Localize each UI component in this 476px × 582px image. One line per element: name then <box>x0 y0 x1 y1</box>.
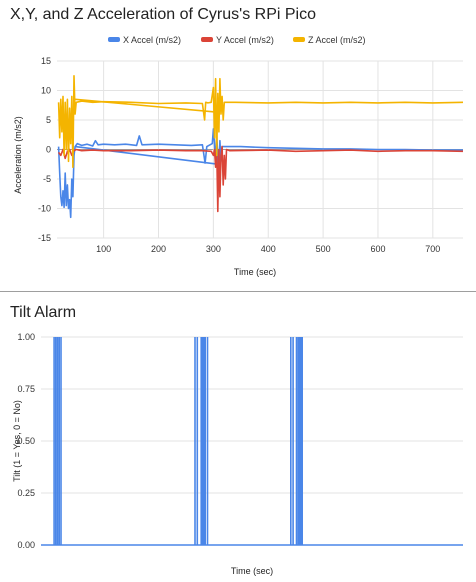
y-tick-label: 1.00 <box>17 332 35 342</box>
x-tick-label: 400 <box>261 244 276 254</box>
series-x-connector <box>75 145 219 166</box>
tilt-series-line <box>41 337 463 546</box>
x-tick-label: 200 <box>151 244 166 254</box>
y-axis-title: Tilt (1 = Yes, 0 = No) <box>12 400 22 482</box>
series-x-line <box>57 128 463 219</box>
legend-swatch-x <box>108 37 120 42</box>
y-axis-title: Acceleration (m/s2) <box>13 116 23 194</box>
y-tick-label: 0.25 <box>17 488 35 498</box>
y-tick-label: 15 <box>41 56 51 66</box>
chart-title: X,Y, and Z Acceleration of Cyrus's RPi P… <box>10 6 317 23</box>
series-lines <box>57 75 464 219</box>
chart-title: Tilt Alarm <box>10 304 77 321</box>
x-tick-label: 100 <box>96 244 111 254</box>
y-tick-label: -5 <box>43 174 51 184</box>
legend-swatch-y <box>201 37 213 42</box>
legend: X Accel (m/s2) Y Accel (m/s2) Z Accel (m… <box>108 35 366 45</box>
x-tick-label: 700 <box>425 244 440 254</box>
tilt-alarm-chart-canvas: 1.00 0.75 0.50 0.25 0.00 Time (sec) Tilt (1 … <box>12 332 463 576</box>
y-tick-label: 0.00 <box>17 540 35 550</box>
x-tick-label: 600 <box>370 244 385 254</box>
y-tick-label: 0.75 <box>17 384 35 394</box>
x-tick-label: 500 <box>316 244 331 254</box>
y-tick-label: 5 <box>46 115 51 125</box>
y-tick-label: 0.50 <box>17 436 35 446</box>
series-z-line <box>57 75 464 168</box>
chart-divider <box>0 291 476 292</box>
x-axis-title: Time (sec) <box>234 267 276 277</box>
acceleration-chart: X,Y, and Z Acceleration of Cyrus's RPi P… <box>0 0 476 290</box>
tilt-alarm-chart: Tilt Alarm 1.00 0.75 0.50 0.25 0.00 Time (se… <box>0 296 476 582</box>
x-tick-label: 300 <box>206 244 221 254</box>
legend-swatch-z <box>293 37 305 42</box>
y-tick-labels: 15 10 5 0 -5 -10 -15 <box>38 56 51 243</box>
grid <box>41 336 463 546</box>
legend-label-z: Z Accel (m/s2) <box>308 35 366 45</box>
series-z-connector <box>75 98 219 114</box>
legend-label-y: Y Accel (m/s2) <box>216 35 274 45</box>
x-tick-labels: 100 200 300 400 500 600 700 <box>96 244 440 254</box>
y-tick-label: -15 <box>38 233 51 243</box>
y-tick-label: 10 <box>41 86 51 96</box>
acceleration-chart-canvas: X Accel (m/s2) Y Accel (m/s2) Z Accel (m… <box>13 35 464 277</box>
legend-label-x: X Accel (m/s2) <box>123 35 181 45</box>
y-tick-labels: 1.00 0.75 0.50 0.25 0.00 <box>17 332 35 550</box>
y-tick-label: 0 <box>46 145 51 155</box>
x-axis-title: Time (sec) <box>231 566 273 576</box>
y-tick-label: -10 <box>38 204 51 214</box>
series-lines <box>41 337 463 546</box>
